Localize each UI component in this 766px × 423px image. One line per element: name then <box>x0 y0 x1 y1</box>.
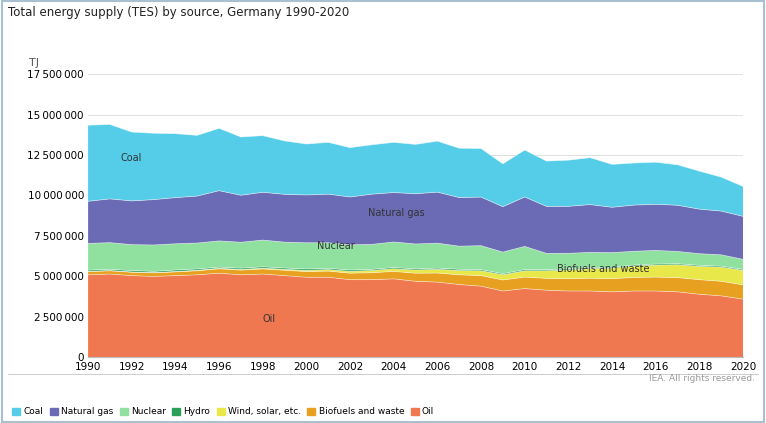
Text: IEA. All rights reserved.: IEA. All rights reserved. <box>649 374 755 383</box>
Text: Nuclear: Nuclear <box>317 241 355 251</box>
Text: Coal: Coal <box>121 153 142 163</box>
Text: Oil: Oil <box>263 313 276 324</box>
Text: Natural gas: Natural gas <box>368 208 424 218</box>
Text: Biofuels and waste: Biofuels and waste <box>558 264 650 274</box>
Text: Total energy supply (TES) by source, Germany 1990-2020: Total energy supply (TES) by source, Ger… <box>8 6 349 19</box>
Legend: Coal, Natural gas, Nuclear, Hydro, Wind, solar, etc., Biofuels and waste, Oil: Coal, Natural gas, Nuclear, Hydro, Wind,… <box>12 407 434 416</box>
Text: TJ: TJ <box>29 58 39 69</box>
